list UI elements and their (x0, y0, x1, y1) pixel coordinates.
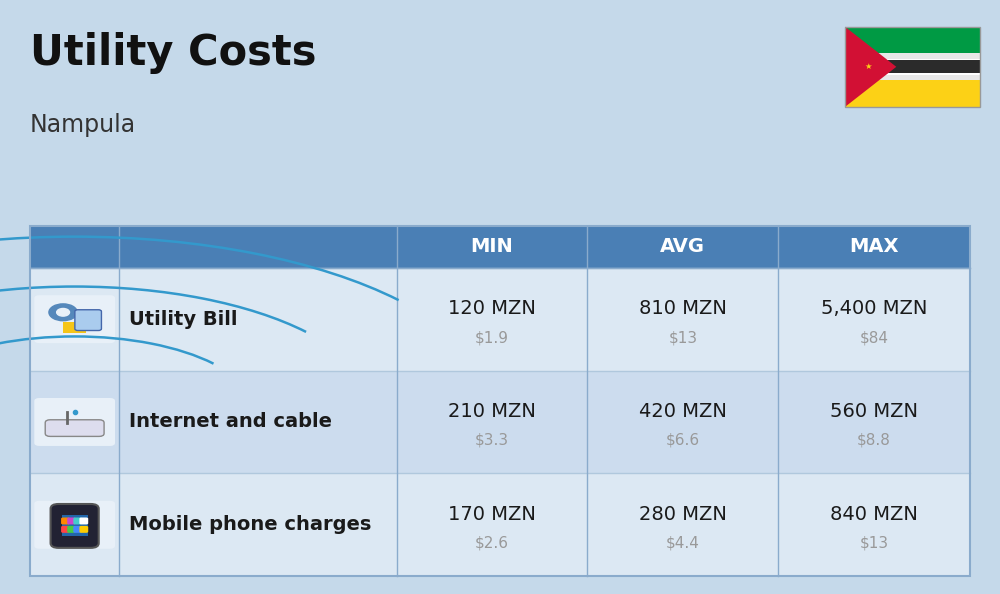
Text: 120 MZN: 120 MZN (448, 299, 536, 318)
FancyBboxPatch shape (67, 526, 76, 533)
Text: Utility Costs: Utility Costs (30, 33, 316, 74)
Text: MIN: MIN (471, 237, 513, 256)
Polygon shape (845, 27, 896, 107)
FancyBboxPatch shape (30, 268, 970, 371)
FancyBboxPatch shape (79, 517, 88, 525)
FancyBboxPatch shape (845, 53, 980, 59)
FancyBboxPatch shape (845, 27, 980, 53)
Text: $6.6: $6.6 (666, 433, 700, 448)
FancyBboxPatch shape (75, 309, 101, 330)
Text: 210 MZN: 210 MZN (448, 402, 536, 421)
Text: $4.4: $4.4 (666, 536, 700, 551)
FancyBboxPatch shape (63, 322, 86, 333)
FancyBboxPatch shape (51, 504, 99, 548)
FancyBboxPatch shape (845, 75, 980, 80)
Text: 420 MZN: 420 MZN (639, 402, 727, 421)
FancyBboxPatch shape (845, 59, 980, 61)
FancyBboxPatch shape (845, 73, 980, 75)
FancyBboxPatch shape (34, 398, 115, 446)
Circle shape (49, 304, 77, 321)
Circle shape (57, 308, 70, 316)
FancyBboxPatch shape (845, 80, 980, 107)
FancyBboxPatch shape (34, 501, 115, 549)
Text: Utility Bill: Utility Bill (129, 309, 237, 328)
FancyBboxPatch shape (30, 371, 970, 473)
Text: 170 MZN: 170 MZN (448, 505, 536, 524)
Text: Mobile phone charges: Mobile phone charges (129, 515, 371, 534)
Text: $8.8: $8.8 (857, 433, 891, 448)
Text: 560 MZN: 560 MZN (830, 402, 918, 421)
FancyBboxPatch shape (62, 515, 88, 536)
Text: ★: ★ (864, 62, 872, 71)
Text: $3.3: $3.3 (475, 433, 509, 448)
FancyBboxPatch shape (61, 517, 70, 525)
Text: MAX: MAX (849, 237, 899, 256)
Text: 280 MZN: 280 MZN (639, 505, 727, 524)
Text: 5,400 MZN: 5,400 MZN (821, 299, 927, 318)
FancyBboxPatch shape (73, 526, 82, 533)
Text: $1.9: $1.9 (475, 330, 509, 345)
FancyBboxPatch shape (61, 526, 70, 533)
Text: AVG: AVG (660, 237, 705, 256)
FancyBboxPatch shape (73, 517, 82, 525)
Text: 810 MZN: 810 MZN (639, 299, 727, 318)
FancyBboxPatch shape (79, 526, 88, 533)
FancyBboxPatch shape (67, 517, 76, 525)
Text: $13: $13 (668, 330, 697, 345)
Text: Nampula: Nampula (30, 113, 136, 137)
FancyBboxPatch shape (30, 226, 970, 268)
FancyBboxPatch shape (34, 295, 115, 343)
FancyBboxPatch shape (845, 61, 980, 73)
Text: Internet and cable: Internet and cable (129, 412, 332, 431)
Text: 840 MZN: 840 MZN (830, 505, 918, 524)
Text: $84: $84 (860, 330, 889, 345)
Text: $13: $13 (860, 536, 889, 551)
FancyBboxPatch shape (30, 473, 970, 576)
FancyBboxPatch shape (45, 420, 104, 437)
Text: $2.6: $2.6 (475, 536, 509, 551)
